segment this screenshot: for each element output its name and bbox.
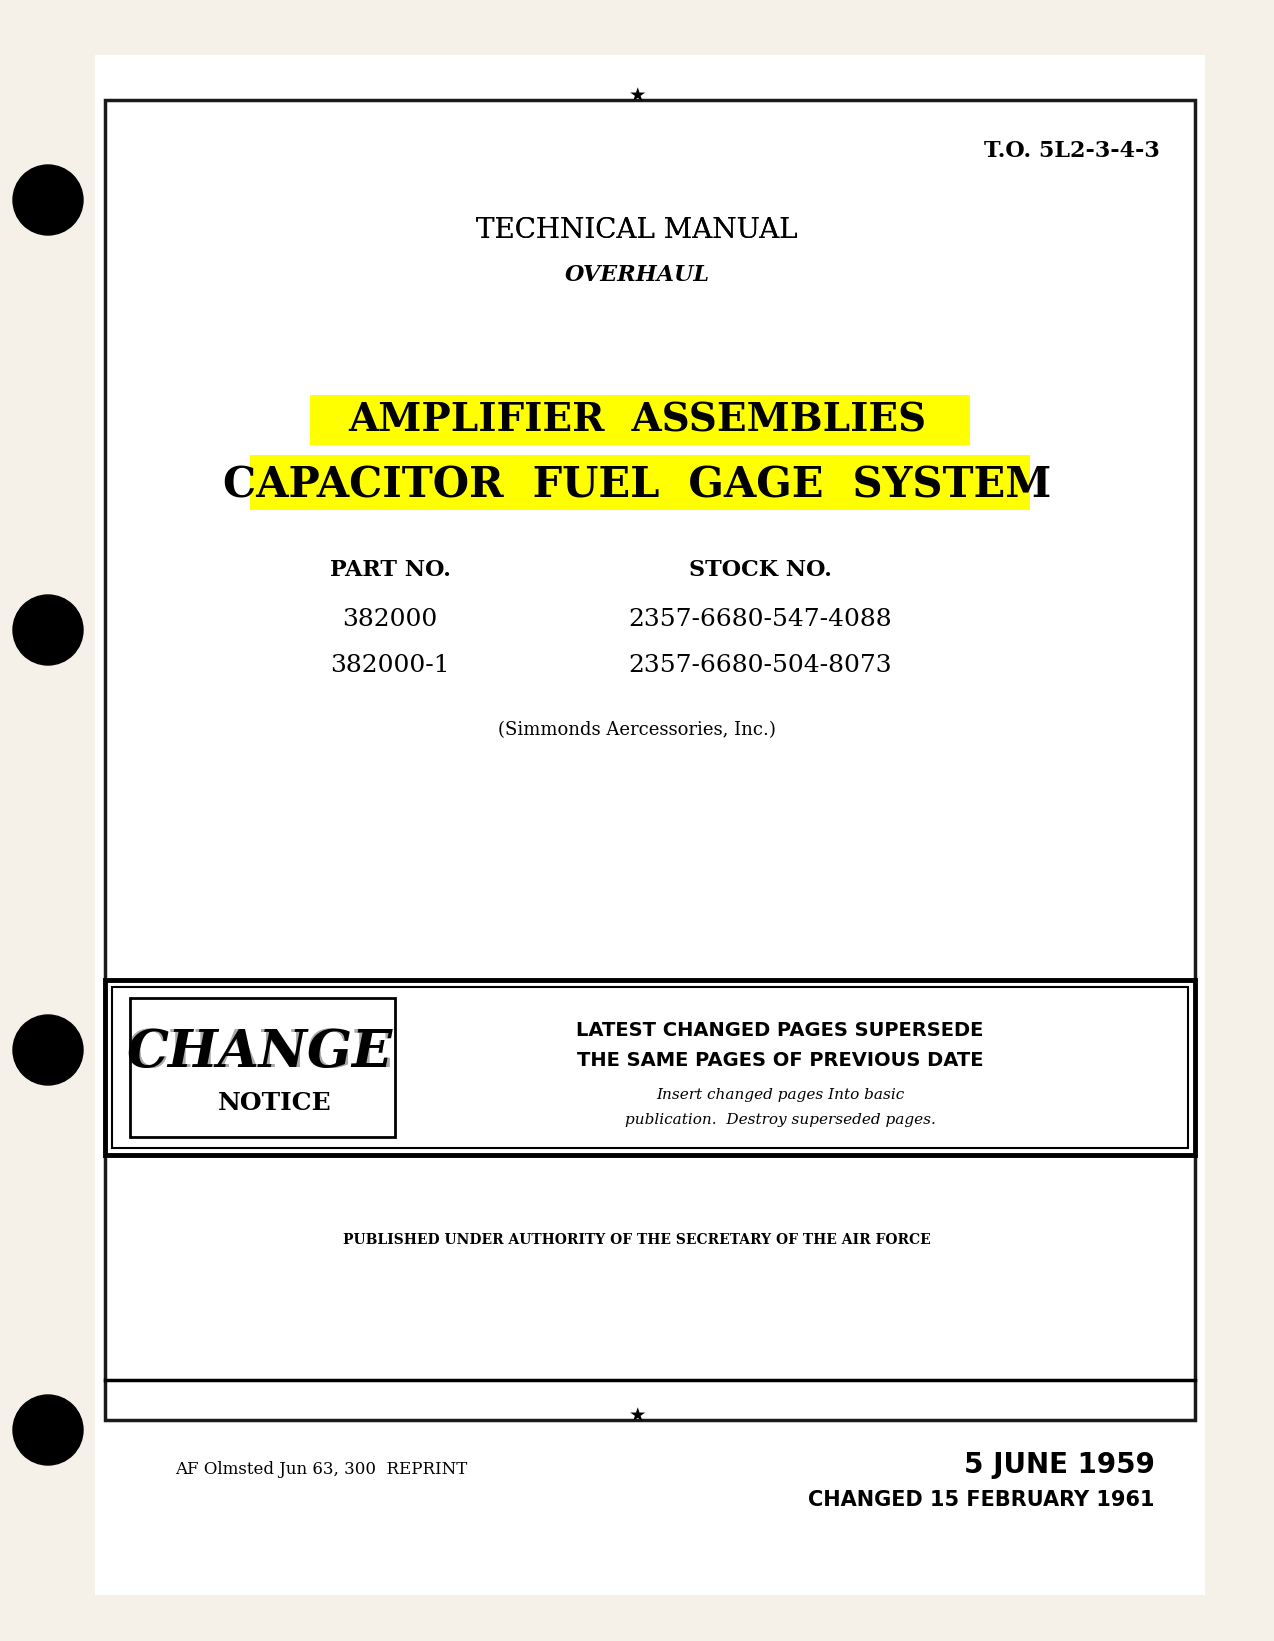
Text: Insert changed pages Into basic: Insert changed pages Into basic xyxy=(656,1088,905,1103)
Text: 2357-6680-547-4088: 2357-6680-547-4088 xyxy=(628,609,892,632)
Circle shape xyxy=(13,1395,83,1465)
Bar xyxy=(130,998,395,1137)
Text: 2357-6680-504-8073: 2357-6680-504-8073 xyxy=(628,653,892,676)
Text: NOTICE: NOTICE xyxy=(218,1091,331,1114)
Text: 382000: 382000 xyxy=(343,609,438,632)
Bar xyxy=(104,100,1195,1419)
Text: CHANGED 15 FEBRUARY 1961: CHANGED 15 FEBRUARY 1961 xyxy=(809,1490,1156,1510)
Bar xyxy=(96,56,1205,1595)
Text: ★: ★ xyxy=(628,85,646,105)
Bar xyxy=(310,395,970,445)
Text: AF Olmsted Jun 63, 300  REPRINT: AF Olmsted Jun 63, 300 REPRINT xyxy=(175,1462,468,1479)
Circle shape xyxy=(13,1016,83,1085)
Text: CHANGE: CHANGE xyxy=(127,1027,394,1078)
Text: OVERHAUL: OVERHAUL xyxy=(564,264,710,286)
Text: PART NO.: PART NO. xyxy=(330,560,451,581)
Circle shape xyxy=(13,166,83,235)
Text: TECHNICAL MANUAL: TECHNICAL MANUAL xyxy=(476,217,798,243)
Circle shape xyxy=(13,596,83,665)
Text: T.O. 5L2-3-4-3: T.O. 5L2-3-4-3 xyxy=(985,139,1161,162)
Text: THE SAME PAGES OF PREVIOUS DATE: THE SAME PAGES OF PREVIOUS DATE xyxy=(577,1050,984,1070)
Text: LATEST CHANGED PAGES SUPERSEDE: LATEST CHANGED PAGES SUPERSEDE xyxy=(576,1021,984,1039)
Text: (Simmonds Aercessories, Inc.): (Simmonds Aercessories, Inc.) xyxy=(498,720,776,738)
Text: PUBLISHED UNDER AUTHORITY OF THE SECRETARY OF THE AIR FORCE: PUBLISHED UNDER AUTHORITY OF THE SECRETA… xyxy=(343,1232,931,1247)
Text: TECHNICAL MANUAL: TECHNICAL MANUAL xyxy=(476,217,798,243)
Text: STOCK NO.: STOCK NO. xyxy=(688,560,832,581)
Text: CHANGE: CHANGE xyxy=(127,1027,394,1078)
Text: 382000-1: 382000-1 xyxy=(330,653,450,676)
Text: publication.  Destroy superseded pages.: publication. Destroy superseded pages. xyxy=(624,1113,935,1127)
Bar xyxy=(104,980,1195,1155)
Text: 5 JUNE 1959: 5 JUNE 1959 xyxy=(964,1451,1156,1479)
Text: CAPACITOR  FUEL  GAGE  SYSTEM: CAPACITOR FUEL GAGE SYSTEM xyxy=(223,464,1051,505)
Text: CHANGE: CHANGE xyxy=(127,1027,394,1078)
Bar xyxy=(250,455,1029,510)
Bar xyxy=(112,986,1187,1149)
Text: AMPLIFIER  ASSEMBLIES: AMPLIFIER ASSEMBLIES xyxy=(348,400,926,440)
Text: ★: ★ xyxy=(628,1405,646,1424)
